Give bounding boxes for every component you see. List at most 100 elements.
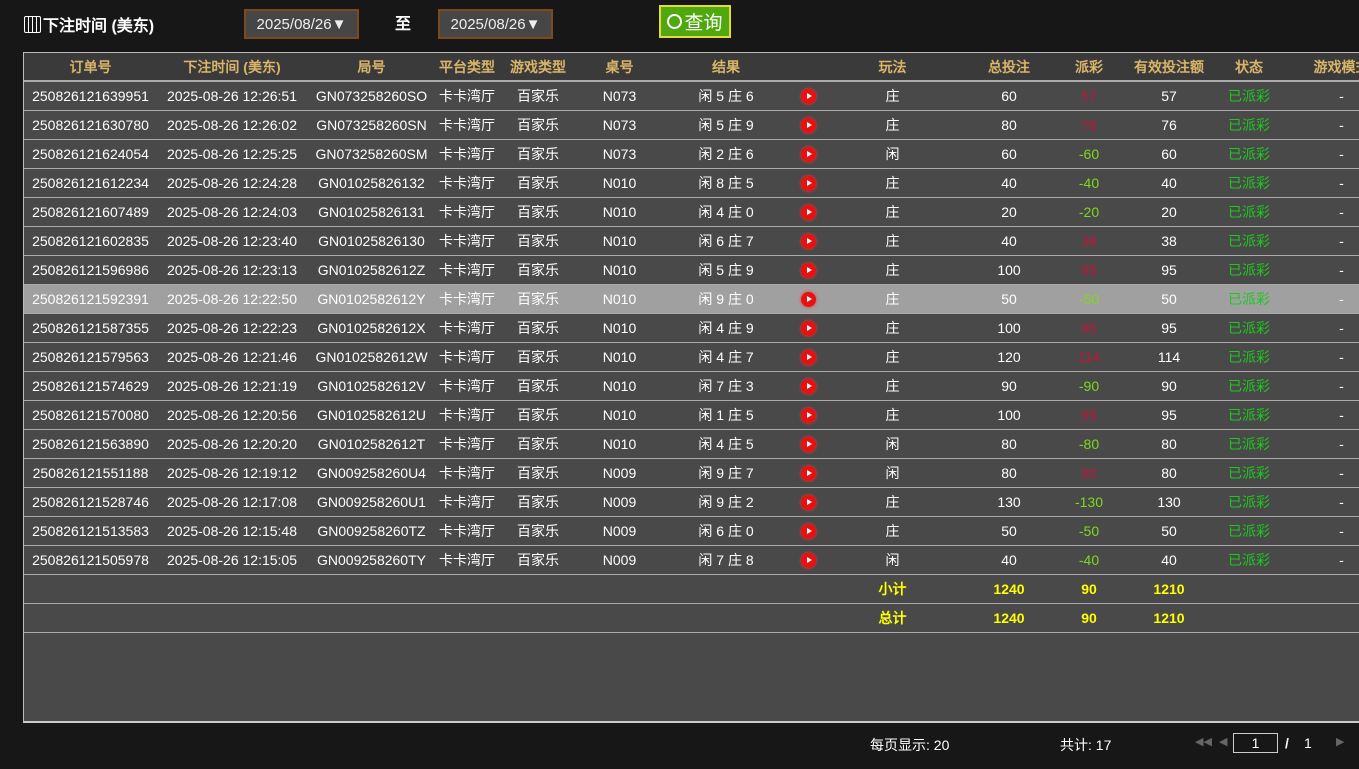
table-row[interactable]: 250826121592391 2025-08-26 12:22:50 GN0102… (24, 284, 1359, 314)
play-video-icon[interactable] (801, 552, 816, 568)
play-video-icon[interactable] (801, 262, 816, 278)
cell: 250826121592391 (24, 284, 157, 314)
query-button[interactable]: 查询 (659, 5, 731, 38)
play-video-icon[interactable] (801, 175, 816, 191)
cell: 40 (1119, 168, 1219, 198)
first-page-icon[interactable]: ◀◀ (1195, 736, 1212, 748)
cell: 百家乐 (498, 226, 578, 256)
play-video-icon[interactable] (801, 233, 816, 249)
cell (498, 574, 578, 604)
table-row[interactable]: 250826121639951 2025-08-26 12:26:51 GN0732… (24, 81, 1359, 111)
play-video-icon[interactable] (801, 494, 816, 510)
play-video-icon[interactable] (801, 89, 816, 105)
cell: 卡卡湾厅 (436, 168, 498, 198)
play-video-icon[interactable] (801, 146, 816, 162)
cell: 1210 (1119, 603, 1219, 633)
column-header: 下注时间 (美东) (157, 53, 307, 82)
prev-page-icon[interactable]: ◀ (1219, 736, 1228, 748)
table-row[interactable]: 250826121513583 2025-08-26 12:15:48 GN0092… (24, 516, 1359, 546)
cell: 卡卡湾厅 (436, 313, 498, 343)
cell: 卡卡湾厅 (436, 226, 498, 256)
play-video-icon[interactable] (801, 523, 816, 539)
cell: - (1279, 516, 1359, 546)
cell: -60 (1059, 139, 1119, 169)
cell: 250826121528746 (24, 487, 157, 517)
cell: 76 (1119, 110, 1219, 140)
cell: 闲 2 庄 6 (661, 139, 791, 169)
next-page-icon[interactable]: ▶ (1336, 736, 1345, 748)
cell: 57 (1059, 81, 1119, 111)
cell: 闲 5 庄 9 (661, 255, 791, 285)
cell (157, 574, 307, 604)
table-row[interactable]: 250826121630780 2025-08-26 12:26:02 GN0732… (24, 110, 1359, 140)
cell: 已派彩 (1219, 516, 1279, 546)
cell: 80 (959, 429, 1059, 459)
cell: 总计 (826, 603, 959, 633)
cell: 闲 7 庄 3 (661, 371, 791, 401)
cell: GN009258260U1 (307, 487, 436, 517)
table-row[interactable]: 250826121587355 2025-08-26 12:22:23 GN0102… (24, 313, 1359, 343)
cell: 百家乐 (498, 342, 578, 372)
cell: N073 (578, 110, 661, 140)
cell: 百家乐 (498, 168, 578, 198)
table-row[interactable]: 250826121574629 2025-08-26 12:21:19 GN0102… (24, 371, 1359, 401)
cell: 闲 4 庄 7 (661, 342, 791, 372)
table-row[interactable]: 250826121505978 2025-08-26 12:15:05 GN0092… (24, 545, 1359, 575)
cell: 38 (1119, 226, 1219, 256)
play-video-icon[interactable] (801, 465, 816, 481)
table-row[interactable]: 250826121596986 2025-08-26 12:23:13 GN0102… (24, 255, 1359, 285)
table-row[interactable]: 250826121563890 2025-08-26 12:20:20 GN0102… (24, 429, 1359, 459)
cell: 卡卡湾厅 (436, 255, 498, 285)
cell: 卡卡湾厅 (436, 284, 498, 314)
cell: GN073258260SO (307, 81, 436, 111)
cell: - (1279, 545, 1359, 575)
cell: 2025-08-26 12:20:20 (157, 429, 307, 459)
table-row[interactable]: 250826121570080 2025-08-26 12:20:56 GN0102… (24, 400, 1359, 430)
play-video-icon[interactable] (801, 349, 816, 365)
cell: 2025-08-26 12:21:19 (157, 371, 307, 401)
play-video-icon[interactable] (801, 204, 816, 220)
table-row[interactable]: 250826121602835 2025-08-26 12:23:40 GN0102… (24, 226, 1359, 256)
start-date-select[interactable]: 2025/08/26 ▼ (244, 9, 359, 39)
cell: 1240 (959, 603, 1059, 633)
play-video-icon[interactable] (801, 378, 816, 394)
page-separator: / (1285, 735, 1289, 751)
cell: 76 (1059, 110, 1119, 140)
cell: 250826121607489 (24, 197, 157, 227)
cell: 100 (959, 313, 1059, 343)
table-row[interactable]: 250826121579563 2025-08-26 12:21:46 GN0102… (24, 342, 1359, 372)
play-video-icon[interactable] (801, 117, 816, 133)
cell: 38 (1059, 226, 1119, 256)
cell: 百家乐 (498, 487, 578, 517)
cell: 已派彩 (1219, 545, 1279, 575)
cell: 80 (1119, 429, 1219, 459)
column-header: 派彩 (1059, 53, 1119, 82)
cell: N010 (578, 197, 661, 227)
cell (307, 574, 436, 604)
cell: 1210 (1119, 574, 1219, 604)
replay-cell (791, 458, 826, 488)
cell: 2025-08-26 12:25:25 (157, 139, 307, 169)
cell: N009 (578, 545, 661, 575)
table-row[interactable]: 250826121551188 2025-08-26 12:19:12 GN0092… (24, 458, 1359, 488)
cell: 40 (959, 545, 1059, 575)
table-row[interactable]: 250826121612234 2025-08-26 12:24:28 GN0102… (24, 168, 1359, 198)
play-video-icon[interactable] (801, 291, 816, 307)
page-input[interactable] (1233, 733, 1278, 753)
cell: 卡卡湾厅 (436, 139, 498, 169)
table-header: 订单号 下注时间 (美东) 局号 平台类型 游戏类型 桌号 结果 玩法 总投注 派彩 有效投注额 状态… (24, 53, 1359, 82)
table-row[interactable]: 250826121624054 2025-08-26 12:25:25 GN0732… (24, 139, 1359, 169)
play-video-icon[interactable] (801, 436, 816, 452)
cell: 卡卡湾厅 (436, 487, 498, 517)
to-label: 至 (395, 16, 412, 33)
replay-cell (791, 516, 826, 546)
play-video-icon[interactable] (801, 320, 816, 336)
table-row[interactable]: 250826121607489 2025-08-26 12:24:03 GN0102… (24, 197, 1359, 227)
cell: 250826121630780 (24, 110, 157, 140)
cell: 250826121551188 (24, 458, 157, 488)
end-date-select[interactable]: 2025/08/26 ▼ (438, 9, 553, 39)
play-video-icon[interactable] (801, 407, 816, 423)
cell: 闲 (826, 139, 959, 169)
cell: 1240 (959, 574, 1059, 604)
table-row[interactable]: 250826121528746 2025-08-26 12:17:08 GN0092… (24, 487, 1359, 517)
